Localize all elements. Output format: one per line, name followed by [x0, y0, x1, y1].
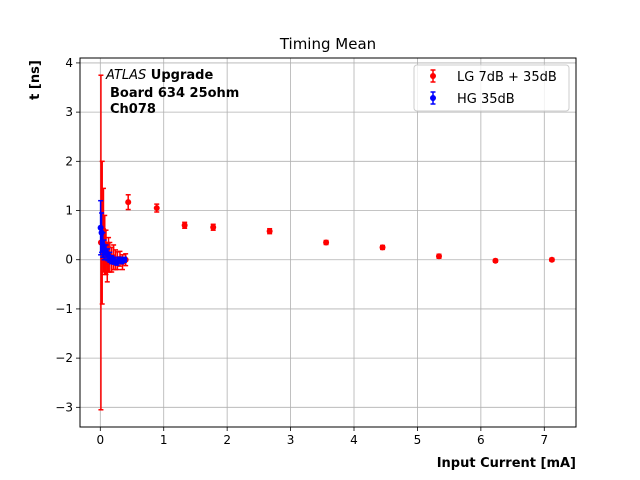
y-tick-label: 2	[65, 154, 73, 168]
y-axis-label: t [ns]	[28, 60, 43, 100]
data-point	[266, 227, 273, 235]
x-tick-label: 2	[223, 433, 231, 447]
svg-text:ATLAS Upgrade: ATLAS Upgrade	[105, 68, 213, 83]
channel-label: Ch078	[110, 102, 156, 117]
y-tick-label: −3	[55, 400, 73, 414]
data-series	[97, 74, 555, 411]
data-marker	[435, 253, 442, 260]
data-marker	[181, 222, 188, 229]
x-tick-label: 7	[540, 433, 548, 447]
atlas-label: ATLAS	[105, 68, 146, 83]
plot-frame	[79, 57, 577, 428]
legend-box	[413, 64, 570, 112]
data-point	[210, 223, 217, 231]
legend-item: LG 7dB + 35dB	[430, 69, 557, 85]
data-marker	[266, 228, 273, 235]
series-1	[97, 199, 128, 266]
x-axis-label: Input Current [mA]	[437, 456, 576, 471]
data-marker	[121, 256, 128, 263]
x-tick-label: 6	[477, 433, 485, 447]
legend: LG 7dB + 35dB HG 35dB	[413, 64, 570, 112]
x-tick-label: 1	[160, 433, 168, 447]
x-tick-label: 4	[350, 433, 358, 447]
data-point	[181, 221, 188, 229]
legend-label: LG 7dB + 35dB	[457, 70, 557, 85]
data-point	[379, 244, 386, 251]
data-marker	[125, 199, 132, 206]
x-tick-label: 5	[414, 433, 422, 447]
legend-marker	[430, 95, 436, 101]
legend-label: HG 35dB	[457, 92, 515, 107]
data-point	[548, 256, 555, 263]
legend-item: HG 35dB	[430, 91, 515, 107]
y-tick-label: 0	[65, 253, 73, 267]
x-tick-label: 0	[96, 433, 104, 447]
x-tick-label: 3	[287, 433, 295, 447]
data-point	[125, 194, 132, 211]
data-marker	[323, 239, 330, 246]
legend-marker	[430, 73, 436, 79]
board-label: Board 634 25ohm	[110, 86, 239, 101]
data-marker	[153, 205, 160, 212]
chart-title: Timing Mean	[279, 35, 376, 53]
data-point	[492, 257, 499, 264]
grid-lines	[80, 58, 576, 427]
series-0	[97, 74, 555, 411]
atlas-annotation: ATLAS Upgrade Board 634 25ohm Ch078	[105, 68, 239, 117]
y-tick-label: −1	[55, 302, 73, 316]
data-point	[435, 253, 442, 260]
upgrade-label: Upgrade	[146, 68, 213, 83]
y-tick-label: −2	[55, 351, 73, 365]
data-point	[153, 203, 160, 213]
axis-ticks: 0 1 2 3 4 5 6 7 −3 −2 −1 0 1 2 3 4	[55, 56, 548, 447]
y-tick-label: 3	[65, 105, 73, 119]
data-point	[121, 256, 128, 263]
data-marker	[210, 224, 217, 231]
y-tick-label: 4	[65, 56, 73, 70]
data-marker	[379, 244, 386, 251]
data-point	[323, 239, 330, 246]
y-tick-label: 1	[65, 204, 73, 218]
data-marker	[492, 257, 499, 264]
data-marker	[548, 256, 555, 263]
